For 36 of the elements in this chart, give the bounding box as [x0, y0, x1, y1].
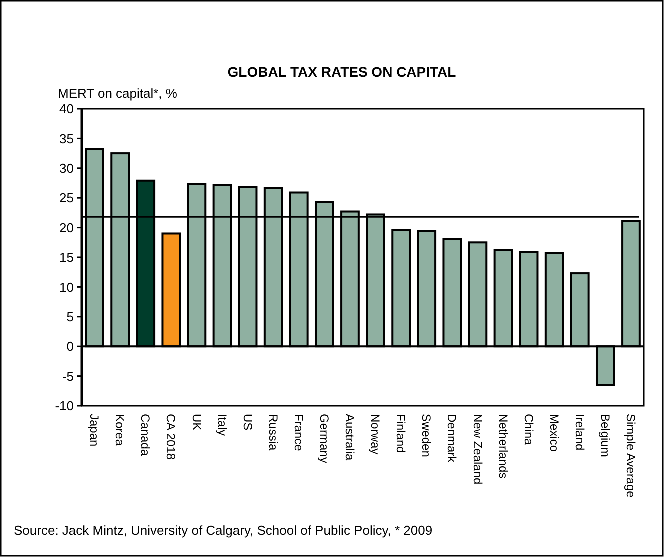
y-tick-label: 5 — [66, 309, 74, 324]
x-tick-label: Simple Average — [624, 414, 638, 498]
y-tick-label: 40 — [60, 102, 74, 117]
x-tick-label: Netherlands — [496, 414, 510, 479]
x-tick-label: Belgium — [598, 414, 612, 458]
x-tick-label: Mexico — [547, 414, 562, 452]
x-tick-label: Norway — [368, 414, 383, 455]
y-axis-title: MERT on capital*, % — [58, 86, 178, 101]
x-tick-label: Germany — [317, 414, 332, 464]
x-tick-label: Finland — [394, 414, 408, 454]
x-tick-label: CA 2018 — [164, 414, 178, 460]
chart-title: GLOBAL TAX RATES ON CAPITAL — [228, 64, 457, 80]
y-tick-label: 35 — [60, 131, 74, 146]
y-tick-label: -5 — [62, 368, 74, 384]
x-tick-label: Denmark — [445, 414, 460, 464]
y-tick-label: 30 — [60, 160, 74, 176]
x-tick-label: Italy — [215, 414, 230, 436]
y-tick-label: 0 — [66, 339, 74, 354]
x-tick-label: China — [522, 414, 536, 446]
x-tick-label: France — [292, 414, 306, 452]
y-tick-label: 25 — [60, 190, 74, 206]
x-tick-label: Japan — [88, 414, 102, 447]
y-tick-label: -10 — [55, 398, 74, 414]
y-tick-label: 20 — [60, 220, 74, 236]
x-tick-label: New Zealand — [470, 414, 485, 485]
x-tick-label: Australia — [343, 414, 358, 462]
y-tick-label: 15 — [60, 250, 74, 266]
y-tick-label: 10 — [60, 280, 74, 295]
x-tick-label: Korea — [113, 414, 128, 446]
x-tick-label: Ireland — [572, 414, 587, 451]
x-tick-label: US — [240, 414, 255, 431]
source-note: Source: Jack Mintz, University of Calgary, School of Public Policy, * 2009 — [14, 523, 433, 538]
x-tick-label: Russia — [266, 414, 280, 452]
x-tick-label: Sweden — [420, 414, 434, 458]
x-tick-label: UK — [190, 414, 204, 431]
x-tick-label: Canada — [138, 414, 153, 456]
